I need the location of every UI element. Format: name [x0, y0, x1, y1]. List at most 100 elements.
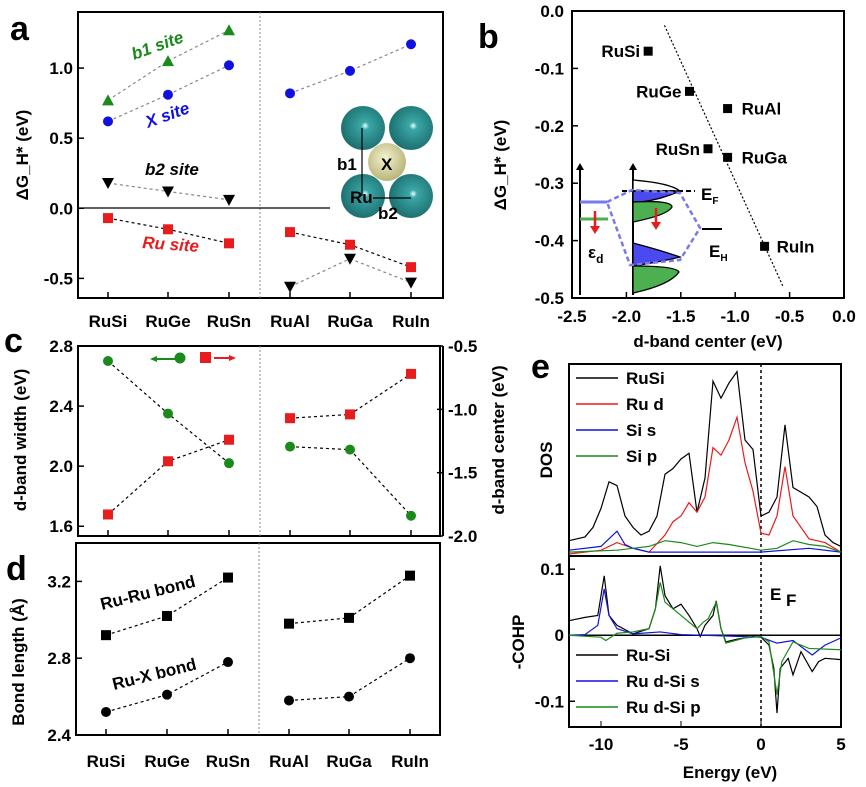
panel-d-ytick-label: 2.4	[47, 726, 71, 745]
panel-b-point	[760, 241, 770, 251]
cohp-legend-label: Ru-Si	[626, 646, 670, 665]
hydrogen-level-label: EH	[709, 242, 728, 264]
panel-a-point	[285, 227, 295, 238]
inset-label-x: X	[381, 155, 393, 174]
panel-c-ytick-label: 1.6	[49, 517, 73, 536]
panel-letter-d: d	[6, 550, 27, 588]
panel-a-xtick-label: RuAl	[270, 312, 310, 331]
panel-d-xtick-label: RuSi	[87, 752, 126, 771]
panel-b-point	[723, 104, 733, 114]
x-atom	[368, 143, 406, 181]
panel-d-point	[405, 653, 415, 664]
cohp-curve-ru-d-si-s	[568, 588, 842, 656]
panel-c-y2label: d-band center (eV)	[489, 365, 508, 514]
cohp-legend-label: Ru d-Si p	[626, 698, 701, 717]
panel-c-right-ytick-label: -1.5	[448, 464, 477, 483]
panel-a-point	[163, 89, 173, 100]
panel-c-right-ytick-label: -1.0	[448, 400, 477, 419]
panel-e-cohp-ytick-label: 0	[555, 626, 564, 645]
panel-a-point	[102, 94, 114, 106]
panel-a-ytick-label: 1.0	[49, 59, 73, 78]
panel-b-xtick-label: -2.0	[612, 307, 641, 326]
panel-e-plot-frame	[568, 363, 842, 728]
panel-d-point	[405, 570, 415, 581]
panel-c-plot-frame	[77, 345, 441, 537]
cohp-curve-ru-si	[568, 565, 842, 714]
ru-atom	[389, 174, 433, 218]
panel-b-point-label: RuIn	[777, 237, 815, 256]
dos-curve-si-p	[568, 540, 842, 553]
panel-a-ytick-label: -0.5	[44, 269, 73, 288]
panel-d-point	[101, 630, 111, 641]
label-ru-site: Ru site	[142, 233, 200, 256]
panel-b-xtick-label: -1.5	[666, 307, 695, 326]
ru-atom	[341, 174, 385, 218]
panel-a-point	[163, 224, 173, 235]
panel-c-point	[406, 510, 416, 521]
panel-a-xtick-label: RuSi	[89, 312, 128, 331]
panel-d-ytick-label: 3.2	[47, 572, 71, 591]
panel-a-ytick-label: 0.5	[49, 129, 73, 148]
panel-c-series-line	[289, 446, 412, 517]
panel-letter-a: a	[10, 10, 30, 48]
panel-b-point	[723, 152, 733, 162]
panel-a-point	[406, 262, 416, 273]
panel-a-point	[103, 116, 113, 127]
inset-label-ru: Ru	[350, 188, 373, 207]
dos-legend-label: Ru d	[626, 395, 664, 414]
label-ru-x-bond: Ru-X bond	[110, 655, 198, 694]
panel-b-ytick-label: -0.1	[535, 59, 564, 78]
panel-e-xtick-label: -10	[589, 735, 614, 754]
panel-c-right-ytick-label: -0.5	[448, 337, 477, 356]
panel-a-point	[162, 186, 174, 198]
panel-b-xtick-label: -2.5	[557, 307, 586, 326]
fermi-level-label: EF	[701, 185, 718, 207]
dos-legend-label: Si p	[626, 447, 657, 466]
panel-a-point	[103, 213, 113, 224]
panel-d-point	[162, 689, 172, 700]
chart-marks: 1.0 0.5 0.0 -0.5 RuSi RuGe RuSn RuAl RuGa RuIn 2.8…	[44, 2, 856, 771]
label-x-site: X site	[142, 98, 192, 132]
panel-b-ytick-label: -0.4	[535, 232, 565, 251]
panel-b-point-label: RuGe	[636, 82, 681, 101]
panel-c-point	[103, 356, 113, 367]
panel-b-ytick-label: -0.3	[535, 174, 564, 193]
panel-a-point	[284, 281, 296, 293]
panel-b-xlabel: d-band center (eV)	[633, 332, 782, 351]
panel-e-xtick-label: 0	[756, 735, 765, 754]
panel-d-xtick-label: RuAl	[269, 752, 309, 771]
panel-a-xtick-label: RuIn	[392, 312, 430, 331]
legend-marker-center	[200, 352, 211, 363]
inset-label-b1: b1	[337, 155, 357, 174]
cohp-legend-label: Ru d-Si s	[626, 672, 700, 691]
panel-d-ylabel: Bond length (Å)	[9, 598, 28, 725]
panel-c-point	[285, 413, 295, 424]
panel-d-xtick-label: RuSn	[206, 752, 250, 771]
panel-e-cohp-ytick-label: -0.1	[535, 692, 564, 711]
panel-b-point-label: RuSn	[656, 140, 700, 159]
panel-b-point-label: RuGa	[742, 148, 788, 167]
panel-b-point-label: RuSi	[601, 42, 640, 61]
panel-d-point	[223, 657, 233, 668]
panel-a-series-line	[107, 64, 230, 122]
panel-b-ytick-label: 0.0	[540, 2, 564, 21]
panel-d-xtick-label: RuGe	[144, 752, 189, 771]
panel-b-plot-frame	[571, 10, 845, 299]
panel-c-point	[285, 441, 295, 452]
panel-c-legend	[150, 352, 236, 364]
panel-e-xtick-label: 5	[836, 735, 845, 754]
panel-b-ytick-label: -0.5	[535, 289, 564, 308]
panel-b-ylabel: ΔG_H* (eV)	[491, 120, 510, 211]
panel-a-point	[223, 24, 235, 36]
d-band-center-label: εd	[588, 243, 603, 266]
crystal-structure-inset: b1 X Ru b2	[337, 106, 433, 223]
panel-d-ytick-label: 2.8	[47, 649, 71, 668]
panel-a-ylabel: ΔG_H* (eV)	[13, 110, 32, 201]
panel-c-series-line	[107, 439, 230, 515]
panel-e-xtick-label: -5	[673, 735, 688, 754]
panel-a-point	[345, 239, 355, 250]
d-band-schematic-inset: EF EH εd	[576, 163, 728, 295]
panel-a-point	[224, 238, 234, 249]
panel-b-xtick-label: 0.0	[832, 307, 856, 326]
panel-d-point	[223, 572, 233, 583]
